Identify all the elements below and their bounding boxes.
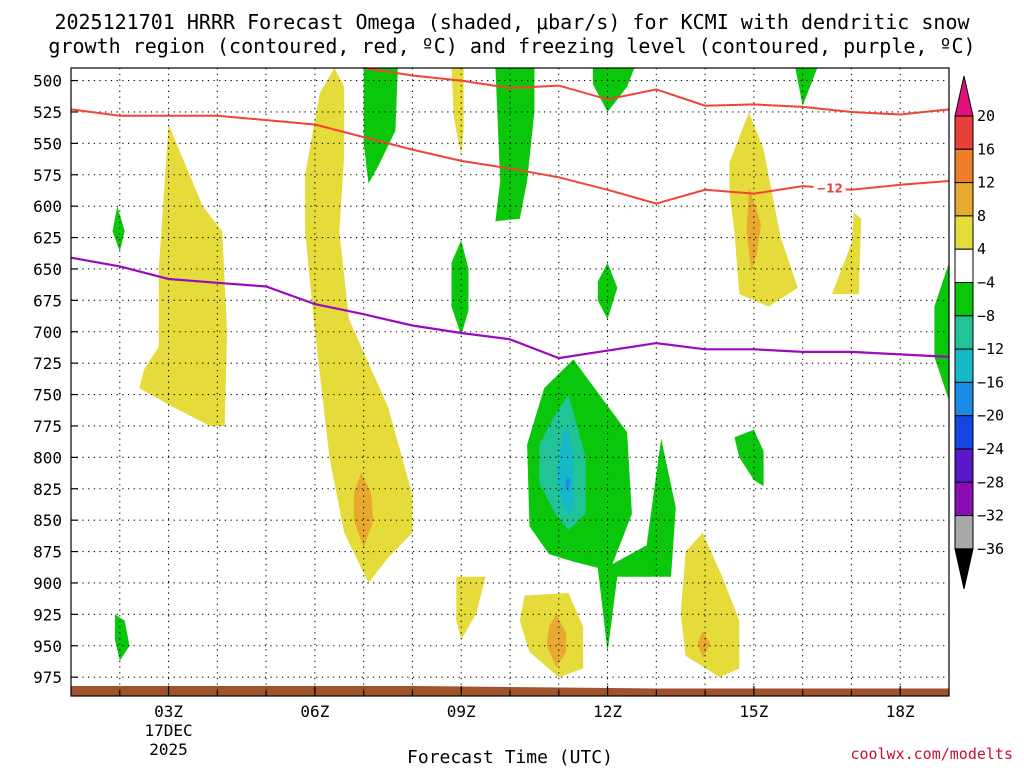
- colorbar-segment-7: [954, 348, 974, 383]
- omega-region-yellow-0: [139, 124, 228, 426]
- y-tick-label-650: 650: [33, 260, 62, 279]
- x-tick-label-09Z: 09Z: [447, 702, 476, 721]
- y-tick-label-725: 725: [33, 354, 62, 373]
- colorbar-label-3: 8: [977, 207, 986, 225]
- colorbar-label-1: 16: [977, 140, 995, 158]
- x-date-label: 17DEC: [144, 721, 192, 740]
- x-year-label: 2025: [149, 740, 188, 759]
- y-tick-label-800: 800: [33, 448, 62, 467]
- dgz-label-bg: [813, 180, 846, 195]
- colorbar-label-2: 12: [977, 174, 995, 192]
- omega-region-cyan-25: [556, 426, 574, 516]
- y-tick-label-625: 625: [33, 229, 62, 248]
- y-tick-label-975: 975: [33, 668, 62, 687]
- omega-region-green-15: [451, 240, 469, 336]
- omega-region-green-21: [734, 429, 764, 487]
- y-tick-label-500: 500: [33, 72, 62, 91]
- y-tick-label-750: 750: [33, 386, 62, 405]
- colorbar-segment-8: [954, 381, 974, 417]
- y-tick-label-550: 550: [33, 134, 62, 153]
- omega-region-yellow-10: [729, 112, 798, 307]
- y-axis: 500 525 550 575 600 625 650 675 700 725 750 775 800 8…: [33, 72, 78, 687]
- y-tick-label-825: 825: [33, 480, 62, 499]
- omega-region-yellow-12: [831, 212, 862, 295]
- omega-region-orange-6: [546, 614, 567, 668]
- omega-region-orange-2: [353, 472, 374, 548]
- colorbar-label-7: −12: [977, 340, 1004, 358]
- x-tick-label-03Z: 03Z: [154, 702, 183, 721]
- x-tick-label-15Z: 15Z: [739, 702, 768, 721]
- x-axis-label: Forecast Time (UTC): [407, 747, 613, 768]
- colorbar-segment-0: [954, 115, 974, 150]
- x-tick-label-18Z: 18Z: [886, 702, 915, 721]
- colorbar-segment-11: [954, 481, 974, 517]
- colorbar-top-arrow: [954, 75, 974, 117]
- y-tick-label-675: 675: [33, 291, 62, 310]
- x-tick-label-12Z: 12Z: [593, 702, 622, 721]
- colorbar-segment-6: [954, 315, 974, 350]
- omega-region-green-14: [495, 68, 535, 222]
- colorbar-label-12: −32: [977, 507, 1004, 525]
- colorbar-label-4: 4: [977, 240, 986, 258]
- omega-shading: [71, 68, 949, 696]
- y-tick-label-775: 775: [33, 417, 62, 436]
- colorbar-segment-4: [954, 248, 974, 283]
- site-credit: coolwx.com/modelts: [850, 745, 1013, 763]
- y-tick-label-950: 950: [33, 637, 62, 656]
- chart-title-line1: 2025121701 HRRR Forecast Omega (shaded, …: [54, 10, 970, 34]
- omega-region-orange-9: [697, 630, 710, 659]
- colorbar-label-6: −8: [977, 307, 995, 325]
- omega-region-yellow-1: [305, 68, 413, 583]
- colorbar-segment-5: [954, 282, 974, 317]
- colorbar-segment-1: [954, 148, 974, 184]
- y-tick-label-600: 600: [33, 197, 62, 216]
- omega-region-yellow-4: [456, 576, 486, 640]
- colorbar-label-8: −16: [977, 373, 1004, 391]
- omega-region-blue-26: [565, 476, 571, 493]
- y-tick-label-575: 575: [33, 166, 62, 185]
- colorbar-segment-12: [954, 515, 974, 550]
- omega-region-green-16: [592, 68, 635, 112]
- chart-title-line2: growth region (contoured, red, ºC) and f…: [48, 34, 975, 58]
- omega-region-green-13: [363, 68, 398, 184]
- dgz-minus18-line: [363, 67, 950, 116]
- freezing-level-line: [70, 256, 950, 360]
- y-tick-label-850: 850: [33, 511, 62, 530]
- omega-region-orange-11: [746, 187, 762, 272]
- omega-region-yellow-8: [680, 532, 740, 678]
- dotted-grid: [71, 68, 949, 696]
- colorbar-segment-3: [954, 215, 974, 250]
- colorbar-label-9: −20: [977, 407, 1004, 425]
- y-tick-label-900: 900: [33, 574, 62, 593]
- colorbar-label-0: 20: [977, 107, 995, 125]
- omega-region-green-19: [112, 206, 125, 252]
- colorbar-bottom-arrow: [954, 548, 974, 590]
- colorbar-segment-9: [954, 415, 974, 450]
- y-tick-label-525: 525: [33, 103, 62, 122]
- omega-region-green-20: [114, 614, 130, 661]
- y-tick-label-700: 700: [33, 323, 62, 342]
- colorbar-segment-10: [954, 448, 974, 483]
- omega-region-green-18: [795, 68, 818, 106]
- colorbar-label-10: −24: [977, 440, 1004, 458]
- colorbar: 20 16 12 8 4 −4 −8 −12 −16 −20 −24 −28 −32 −36: [954, 75, 1004, 590]
- omega-region-green-22: [934, 262, 949, 401]
- colorbar-label-5: −4: [977, 274, 995, 292]
- contour-lines: −12: [70, 67, 950, 360]
- y-tick-label-925: 925: [33, 605, 62, 624]
- colorbar-label-11: −28: [977, 473, 1004, 491]
- colorbar-segment-2: [954, 182, 974, 217]
- x-tick-label-06Z: 06Z: [300, 702, 329, 721]
- y-tick-label-875: 875: [33, 543, 62, 562]
- colorbar-label-13: −36: [977, 540, 1004, 558]
- dgz-contour-label: −12: [816, 182, 843, 196]
- omega-region-yellow-3: [451, 68, 464, 156]
